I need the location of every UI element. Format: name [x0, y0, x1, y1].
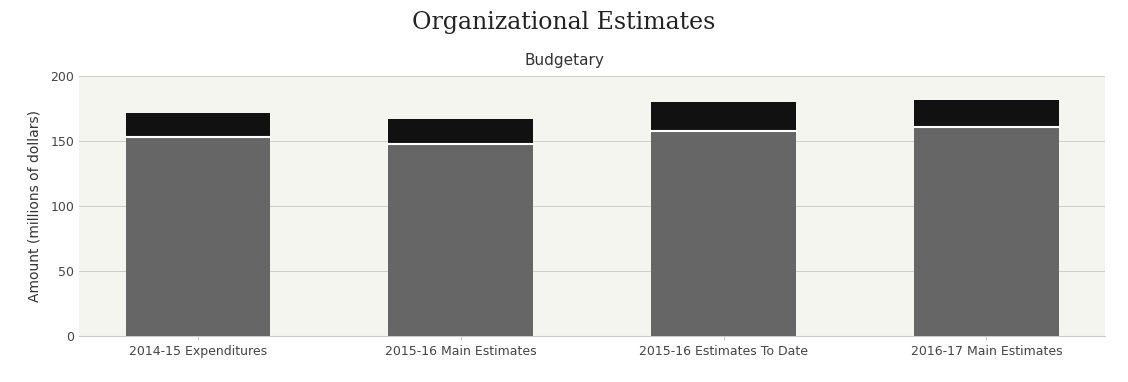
Text: Organizational Estimates: Organizational Estimates	[413, 11, 715, 34]
Y-axis label: Amount (millions of dollars): Amount (millions of dollars)	[28, 110, 42, 302]
Bar	[914, 100, 1059, 127]
Bar	[388, 119, 534, 144]
Bar	[651, 131, 796, 336]
Text: Budgetary: Budgetary	[525, 53, 603, 68]
Bar	[651, 102, 796, 131]
Bar	[388, 144, 534, 336]
Bar	[125, 113, 271, 138]
Bar	[914, 127, 1059, 336]
Bar	[125, 138, 271, 336]
